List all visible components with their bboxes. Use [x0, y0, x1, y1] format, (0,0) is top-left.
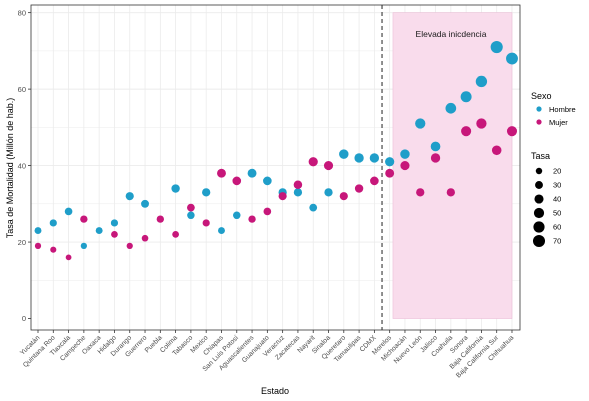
- legend-size-label: 40: [553, 195, 561, 204]
- high-incidence-region: [392, 12, 513, 319]
- point-hombre-baja-california-sur: [490, 40, 503, 54]
- point-mujer-morelos: [385, 168, 395, 178]
- point-mujer-nuevo-le-n: [416, 188, 425, 197]
- legend-mujer-label: Mujer: [549, 118, 568, 127]
- point-hombre-jalisco: [430, 141, 441, 152]
- point-hombre-morelos: [385, 157, 395, 167]
- point-mujer-guanajuato: [263, 207, 272, 216]
- point-hombre-coahuila: [445, 102, 457, 114]
- legend-mujer-swatch: [536, 119, 542, 125]
- point-hombre-sonora: [460, 91, 472, 103]
- legend-tasa: Tasa 20 30 40 50 60 70: [531, 151, 561, 248]
- point-hombre-michoac-n: [400, 149, 410, 159]
- legend-size-swatch: [533, 207, 545, 219]
- point-mujer-baja-california: [476, 118, 487, 129]
- point-mujer-aguascalientes: [248, 215, 256, 223]
- legend-sexo: Sexo Hombre Mujer: [531, 91, 576, 127]
- point-mujer-jalisco: [430, 153, 441, 163]
- point-mujer-chihuahua: [506, 126, 518, 137]
- y-tick-label: 0: [22, 314, 26, 323]
- legend-size-label: 70: [553, 237, 561, 246]
- point-mujer-nayarit: [308, 157, 318, 167]
- point-hombre-campeche: [80, 242, 88, 250]
- point-hombre-nayarit: [309, 203, 318, 212]
- point-mujer-veracruz: [278, 192, 287, 201]
- point-mujer-san-luis-potos-: [232, 176, 242, 186]
- legend-size-label: 50: [553, 209, 561, 218]
- legend-size-label: 20: [553, 167, 561, 176]
- y-tick-label: 80: [18, 8, 26, 17]
- point-mujer-sinaloa: [323, 161, 334, 171]
- point-hombre-colima: [171, 184, 180, 193]
- point-mujer-quintana-roo: [50, 246, 57, 253]
- point-mujer-coahuila: [446, 188, 455, 197]
- point-hombre-yucat-n: [34, 227, 42, 235]
- point-mujer-baja-california-sur: [491, 145, 502, 156]
- legend-size-label: 30: [553, 181, 561, 190]
- legend-size-label: 60: [553, 223, 561, 232]
- legend-hombre-swatch: [536, 106, 542, 112]
- y-axis-ticks: 0 20 40 60 80: [18, 8, 31, 323]
- point-mujer-tamaulipas: [354, 184, 364, 193]
- point-mujer-campeche: [80, 215, 88, 223]
- point-mujer-zacatecas: [293, 180, 303, 189]
- point-hombre-aguascalientes: [247, 168, 257, 178]
- point-mujer-hidalgo: [111, 231, 118, 238]
- legend-size-swatch: [535, 167, 543, 175]
- point-hombre-tlaxcala: [64, 207, 73, 216]
- point-mujer-colima: [172, 231, 179, 238]
- point-mujer-durango: [126, 242, 133, 250]
- point-hombre-baja-california: [475, 75, 488, 88]
- point-hombre-cdmx: [369, 153, 380, 163]
- panel-border: [30, 4, 521, 331]
- point-mujer-puebla: [156, 215, 164, 223]
- point-hombre-chiapas: [218, 227, 225, 235]
- point-hombre-tabasco: [187, 211, 195, 220]
- point-hombre-sinaloa: [324, 188, 333, 197]
- point-hombre-guanajuato: [263, 176, 272, 186]
- point-hombre-durango: [125, 192, 134, 201]
- point-mujer-cdmx: [370, 176, 379, 186]
- point-mujer-michoac-n: [400, 161, 410, 171]
- point-hombre-nuevo-le-n: [415, 118, 426, 129]
- point-mujer-chiapas: [217, 168, 226, 178]
- point-hombre-hidalgo: [110, 219, 119, 227]
- legend-hombre-label: Hombre: [549, 105, 576, 114]
- y-tick-label: 40: [18, 161, 26, 170]
- point-mujer-guerrero: [141, 234, 149, 242]
- annotation-label: Elevada inicdencia: [416, 29, 487, 39]
- legend-size-swatch: [532, 234, 546, 248]
- y-tick-label: 20: [18, 238, 26, 247]
- x-axis-title: Estado: [261, 386, 289, 396]
- data-points: [34, 40, 518, 261]
- legend-sexo-title: Sexo: [531, 91, 552, 101]
- point-mujer-tabasco: [187, 203, 195, 212]
- legend-size-swatch: [535, 181, 543, 189]
- point-hombre-oaxaca: [95, 227, 103, 235]
- point-mujer-queretaro: [339, 192, 348, 201]
- y-tick-label: 60: [18, 85, 26, 94]
- point-mujer-sonora: [461, 126, 472, 137]
- point-hombre-guerrero: [141, 199, 149, 208]
- legend-size-swatch: [534, 194, 544, 204]
- legend-tasa-title: Tasa: [531, 151, 550, 161]
- legend-size-swatch: [533, 221, 545, 233]
- point-mujer-tlaxcala: [65, 254, 72, 261]
- point-hombre-quintana-roo: [49, 219, 57, 227]
- point-mujer-yucat-n: [34, 242, 42, 250]
- point-hombre-zacatecas: [293, 188, 303, 197]
- point-hombre-chihuahua: [506, 52, 518, 65]
- point-hombre-queretaro: [339, 149, 349, 159]
- high-incidence-shade: [392, 12, 513, 319]
- point-hombre-tamaulipas: [354, 153, 364, 163]
- point-mujer-mexico: [202, 219, 210, 227]
- y-axis-title: Tasa de Mortalidad (Millón de hab.): [5, 98, 15, 239]
- point-hombre-san-luis-potos-: [233, 211, 241, 220]
- point-hombre-mexico: [202, 188, 211, 197]
